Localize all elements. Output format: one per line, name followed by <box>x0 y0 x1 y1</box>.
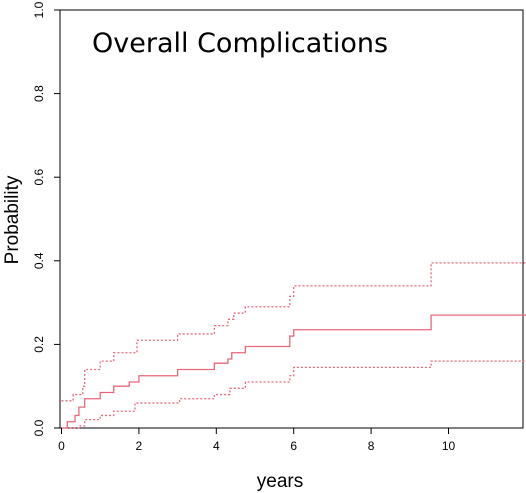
x-tick-label: 4 <box>213 439 220 453</box>
x-tick-label: 0 <box>58 439 65 453</box>
chart-title: Overall Complications <box>92 28 388 59</box>
plot-frame <box>59 9 524 429</box>
x-tick-label: 8 <box>368 439 375 453</box>
y-axis: 0.0 0.2 0.4 0.6 0.8 1.0 <box>32 1 60 436</box>
x-axis: 0 2 4 6 8 10 <box>58 428 455 453</box>
y-tick-label: 1.0 <box>32 1 46 18</box>
x-axis-label: years <box>257 471 303 492</box>
y-tick-label: 0.8 <box>32 85 46 102</box>
lower-ci-curve <box>61 360 526 429</box>
curves <box>61 262 526 429</box>
x-tick-label: 6 <box>290 439 297 453</box>
x-tick-label: 2 <box>136 439 143 453</box>
estimate-curve <box>61 314 526 429</box>
y-tick-label: 0.4 <box>32 252 46 269</box>
y-tick-label: 0.0 <box>32 419 46 436</box>
y-tick-label: 0.6 <box>32 169 46 186</box>
upper-ci-curve <box>61 262 526 402</box>
x-tick-label: 10 <box>442 439 456 453</box>
y-axis-label: Probability <box>2 175 23 264</box>
y-tick-label: 0.2 <box>32 336 46 353</box>
